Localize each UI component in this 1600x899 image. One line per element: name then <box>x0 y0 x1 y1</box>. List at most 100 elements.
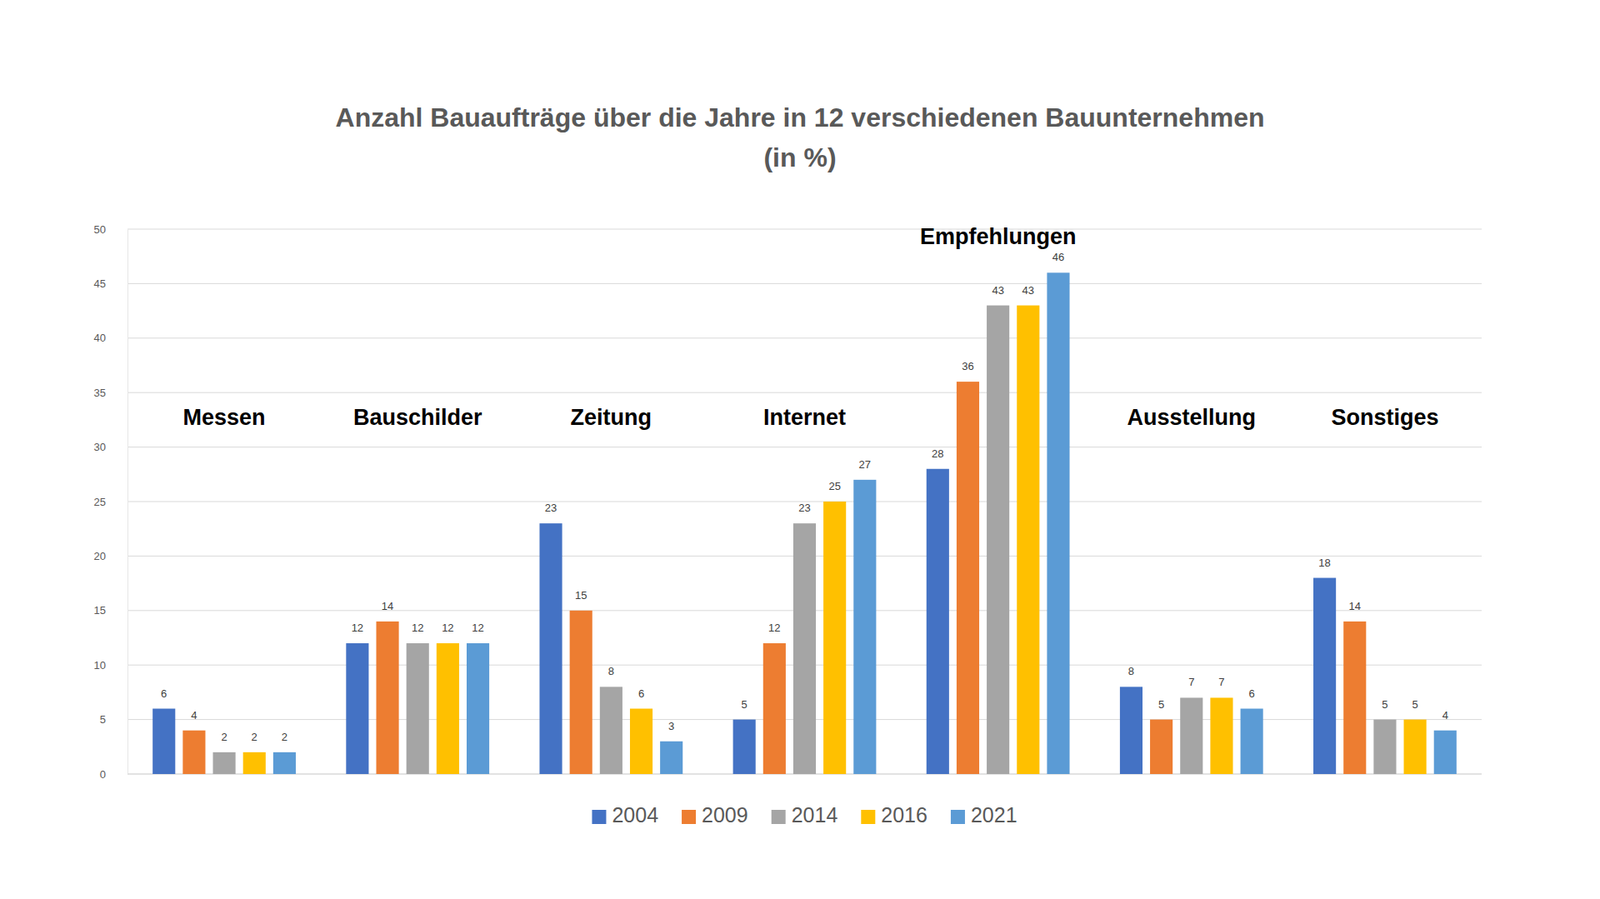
bar <box>345 643 369 775</box>
data-label: 43 <box>991 284 1004 297</box>
y-axis: 05101520253035404550 <box>94 223 129 781</box>
y-tick: 0 <box>100 768 128 781</box>
grid-line <box>127 337 1482 339</box>
data-label: 18 <box>1318 556 1330 570</box>
data-label: 2 <box>251 730 258 744</box>
data-label: 28 <box>931 447 944 460</box>
legend-item: 2016 <box>860 803 928 827</box>
grid-line <box>127 283 1482 285</box>
legend-swatch <box>681 810 696 825</box>
bar <box>213 752 236 775</box>
y-tick: 35 <box>94 386 128 400</box>
data-label: 25 <box>828 480 840 493</box>
y-tick-label: 5 <box>100 713 106 726</box>
data-label: 2 <box>281 730 288 744</box>
data-labels: 6122352881841415123651421282343752126254… <box>160 250 1449 744</box>
bar <box>466 643 490 775</box>
y-tick-label: 0 <box>100 768 106 781</box>
y-tick-label: 30 <box>94 440 106 454</box>
bar <box>570 610 593 775</box>
legend: 20042009201420162021 <box>591 803 1017 827</box>
legend-swatch <box>771 810 786 825</box>
data-label: 23 <box>798 501 810 515</box>
bar <box>600 686 623 775</box>
y-tick-label: 50 <box>94 223 106 236</box>
data-label: 12 <box>471 621 484 635</box>
data-label: 36 <box>961 360 974 373</box>
bar <box>273 752 296 775</box>
bar <box>1046 272 1070 775</box>
y-tick: 5 <box>100 713 128 726</box>
bar <box>763 643 786 775</box>
category-label: Sonstiges <box>1330 405 1439 430</box>
bar <box>375 621 399 775</box>
data-label: 27 <box>859 458 871 471</box>
category-labels: Messen Bauschilder Zeitung Internet Empfehlu… <box>183 224 1440 430</box>
chart: Anzahl Bauaufträge über die Jahre in 12 … <box>0 0 1600 899</box>
category-label: Internet <box>763 405 846 430</box>
data-label: 8 <box>608 665 615 678</box>
bar <box>1180 697 1203 775</box>
y-tick: 25 <box>94 495 128 509</box>
bar <box>1313 578 1336 775</box>
bar <box>793 523 816 775</box>
y-tick: 10 <box>94 659 128 672</box>
legend-swatch <box>950 810 965 825</box>
y-tick-label: 35 <box>94 386 106 400</box>
data-label: 14 <box>1349 600 1361 613</box>
legend-swatch <box>860 810 875 825</box>
y-tick: 20 <box>94 550 128 563</box>
legend-item: 2014 <box>771 803 839 827</box>
y-tick: 50 <box>94 223 128 236</box>
bar <box>1150 720 1173 775</box>
data-label: 43 <box>1022 284 1035 297</box>
bar <box>853 480 876 775</box>
bar <box>436 643 460 775</box>
category-label: Bauschilder <box>353 405 483 430</box>
bar <box>733 720 756 775</box>
data-label: 5 <box>1381 698 1388 711</box>
data-label: 2 <box>220 730 227 744</box>
bar <box>1373 720 1396 775</box>
bar <box>406 643 430 775</box>
bar <box>1240 709 1264 775</box>
bar <box>823 501 846 775</box>
title: (in %) <box>763 142 836 173</box>
y-tick-label: 45 <box>94 277 106 290</box>
y-tick: 40 <box>94 331 128 345</box>
data-label: 12 <box>411 621 424 635</box>
grid-line <box>127 229 1482 230</box>
data-label: 3 <box>668 720 675 733</box>
data-label: 15 <box>575 589 587 602</box>
legend-item: 2021 <box>950 803 1018 827</box>
category-label: Empfehlungen <box>920 224 1077 250</box>
data-label: 23 <box>545 501 557 515</box>
y-tick-label: 20 <box>94 550 106 563</box>
category-label: Zeitung <box>570 405 652 430</box>
bar <box>243 752 266 775</box>
data-label: 6 <box>638 687 645 700</box>
data-label: 6 <box>1248 687 1255 700</box>
grid-line <box>127 446 1482 448</box>
data-label: 5 <box>1158 698 1165 711</box>
bar <box>1016 305 1040 775</box>
category-label: Ausstellung <box>1127 405 1257 430</box>
category-label: Messen <box>183 405 266 430</box>
bar <box>956 381 980 775</box>
grid <box>127 229 1482 775</box>
bar <box>1210 697 1233 775</box>
data-label: 8 <box>1128 665 1135 678</box>
bar <box>926 469 950 775</box>
bar <box>1434 730 1457 775</box>
bar <box>986 305 1010 775</box>
y-tick-label: 25 <box>94 495 106 509</box>
bar <box>1404 720 1427 775</box>
title: Anzahl Bauaufträge über die Jahre in 12 … <box>335 102 1265 133</box>
bars <box>152 272 1457 775</box>
y-tick-label: 10 <box>94 659 106 672</box>
plot: 0510152025303540455061223528818414151236… <box>94 223 1482 781</box>
data-label: 46 <box>1052 250 1065 264</box>
data-label: 12 <box>351 621 364 635</box>
data-label: 12 <box>768 621 780 635</box>
legend-item: 2009 <box>681 803 749 827</box>
